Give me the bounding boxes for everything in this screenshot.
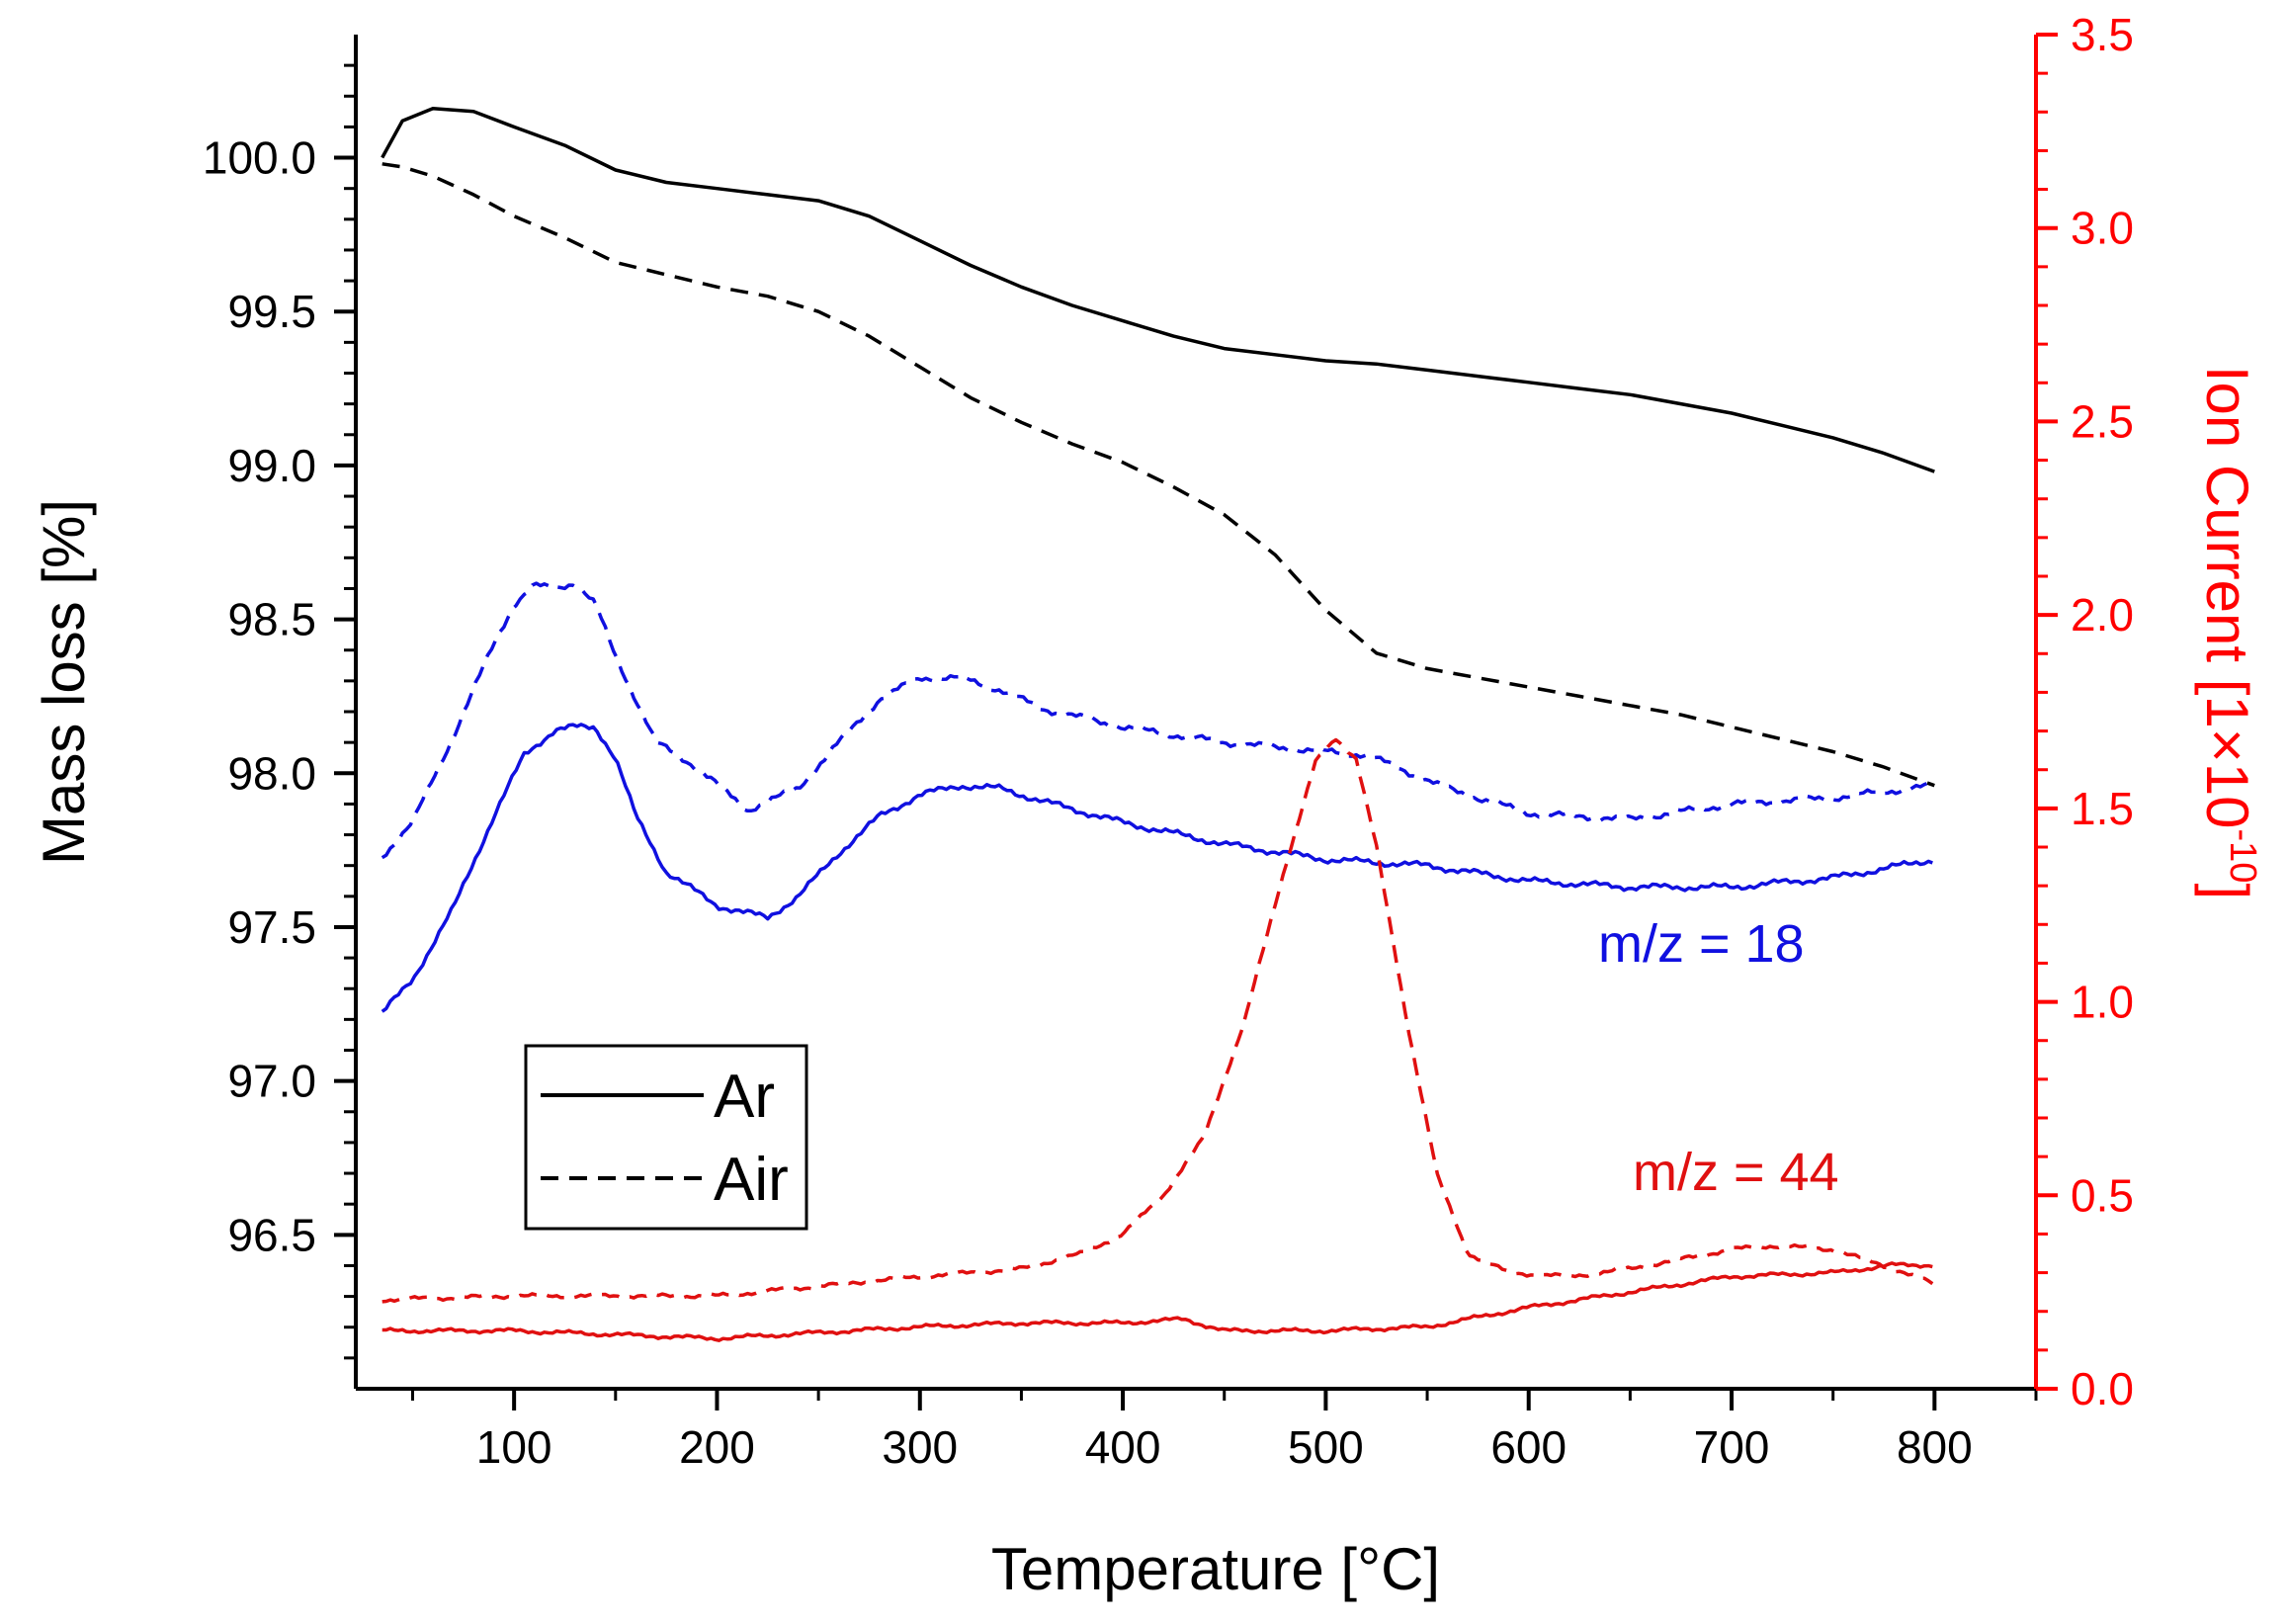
- y-right-tick-label: 0.0: [2071, 1363, 2134, 1414]
- series-ar-mass-loss: [381, 106, 1935, 473]
- x-tick-label: 600: [1490, 1421, 1567, 1473]
- y-left-tick-label: 100.0: [203, 132, 316, 184]
- y-axis-right-title-exp: -10: [2222, 829, 2263, 884]
- y-axis-right-title: Ion Current [1×10-10]: [2194, 366, 2263, 899]
- series-air-mass-loss: [381, 162, 1935, 788]
- x-tick-label: 300: [882, 1421, 958, 1473]
- annotation-mz18: m/z = 18: [1598, 914, 1805, 974]
- legend: Ar Air: [524, 1044, 808, 1231]
- annotation-mz44: m/z = 44: [1633, 1143, 1839, 1202]
- x-axis-title: Temperature [°C]: [991, 1536, 1440, 1602]
- y-left-tick-label: 99.0: [227, 440, 316, 491]
- y-axis-left-title: Mass loss [%]: [31, 499, 97, 865]
- y-axis-right-title-main: Ion Current [1×10: [2194, 366, 2260, 829]
- y-left-tick-label: 96.5: [227, 1209, 316, 1260]
- legend-label-air: Air: [714, 1146, 789, 1214]
- series-m-z-44-air: [381, 737, 1934, 1304]
- y-right-tick-label: 2.0: [2071, 589, 2134, 641]
- series-m-z-44-ar: [381, 1261, 1933, 1342]
- x-tick-label: 400: [1085, 1421, 1161, 1473]
- y-right-tick-label: 1.5: [2071, 783, 2134, 834]
- x-tick-label: 700: [1694, 1421, 1770, 1473]
- x-tick-label: 500: [1288, 1421, 1364, 1473]
- y-axis-right-title-close: ]: [2194, 883, 2260, 899]
- y-right-tick-label: 0.5: [2071, 1169, 2134, 1221]
- x-tick-label: 800: [1897, 1421, 1973, 1473]
- y-left-tick-label: 99.5: [227, 286, 316, 337]
- axes-layer: 100 200 300 400 500 600 700 800 96.5 97.0 97.5 98.0…: [203, 9, 2134, 1473]
- y-right-tick-label: 3.0: [2071, 203, 2134, 254]
- y-right-tick-label: 3.5: [2071, 9, 2134, 60]
- y-left-tick-label: 97.5: [227, 901, 316, 953]
- legend-box: [524, 1044, 808, 1231]
- y-left-tick-label: 97.0: [227, 1056, 316, 1107]
- y-left-tick-label: 98.0: [227, 747, 316, 799]
- y-right-tick-label: 1.0: [2071, 977, 2134, 1028]
- legend-label-ar: Ar: [714, 1063, 775, 1131]
- series-m-z-18-air: [381, 581, 1934, 860]
- y-left-tick-label: 98.5: [227, 594, 316, 645]
- y-right-tick-label: 2.5: [2071, 395, 2134, 447]
- series-layer: [381, 106, 1935, 1342]
- x-tick-label: 200: [679, 1421, 755, 1473]
- series-m-z-18-ar: [381, 723, 1933, 1013]
- x-tick-label: 100: [476, 1421, 552, 1473]
